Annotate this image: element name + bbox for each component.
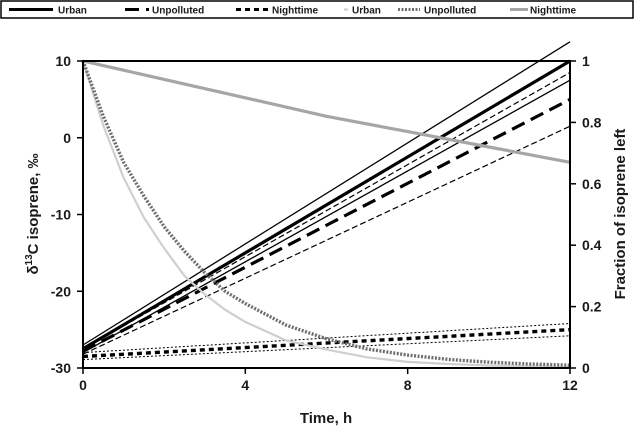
series-line-9 xyxy=(82,335,571,361)
legend: Urban Unpolluted Nighttime Urban Unpolluted N… xyxy=(0,0,634,19)
legend-label-2: Unpolluted xyxy=(152,6,204,17)
y-axis-left-title: δ13C isoprene, ‰ xyxy=(24,153,42,274)
y-left-tick-label: -30 xyxy=(51,360,71,376)
series-line-12 xyxy=(82,59,571,164)
plot-area xyxy=(81,41,571,369)
legend-label-5: Unpolluted xyxy=(424,6,476,17)
legend-frame xyxy=(0,0,634,19)
legend-label-4: Urban xyxy=(352,6,381,17)
series-line-1 xyxy=(82,59,571,351)
y-right-tick-label: 1 xyxy=(582,53,590,69)
x-tick-label: 12 xyxy=(562,377,578,393)
y-left-tick-label: -20 xyxy=(51,283,71,299)
series-line-8 xyxy=(82,323,571,354)
series-line-5 xyxy=(82,71,571,350)
series-line-7 xyxy=(82,327,571,359)
x-tick-label: 4 xyxy=(241,377,249,393)
series-line-2 xyxy=(82,41,571,346)
y-right-tick-label: 0 xyxy=(582,360,590,376)
y-right-tick-label: 0.4 xyxy=(582,237,602,253)
series-line-3 xyxy=(82,79,571,354)
y-left-tick-label: 0 xyxy=(63,130,71,146)
x-tick-label: 0 xyxy=(79,377,87,393)
y-right-tick-label: 0.6 xyxy=(582,176,602,192)
series-line-4 xyxy=(82,97,571,353)
y-right-tick-label: 0.2 xyxy=(582,299,602,315)
series-line-6 xyxy=(82,125,571,355)
x-tick-label: 8 xyxy=(404,377,412,393)
series-line-11 xyxy=(81,60,571,367)
series-line-10 xyxy=(81,60,571,369)
legend-label-1: Urban xyxy=(58,6,87,17)
y-left-tick-label: -10 xyxy=(51,207,71,223)
x-axis-title: Time, h xyxy=(300,410,352,427)
y-right-tick-label: 0.8 xyxy=(582,114,602,130)
legend-label-3: Nighttime xyxy=(272,6,319,17)
y-left-tick-label: 10 xyxy=(55,53,71,69)
plot-frame xyxy=(82,60,571,369)
y-axis-right-title: Fraction of isoprene left xyxy=(612,129,629,300)
legend-label-6: Nighttime xyxy=(530,6,577,17)
